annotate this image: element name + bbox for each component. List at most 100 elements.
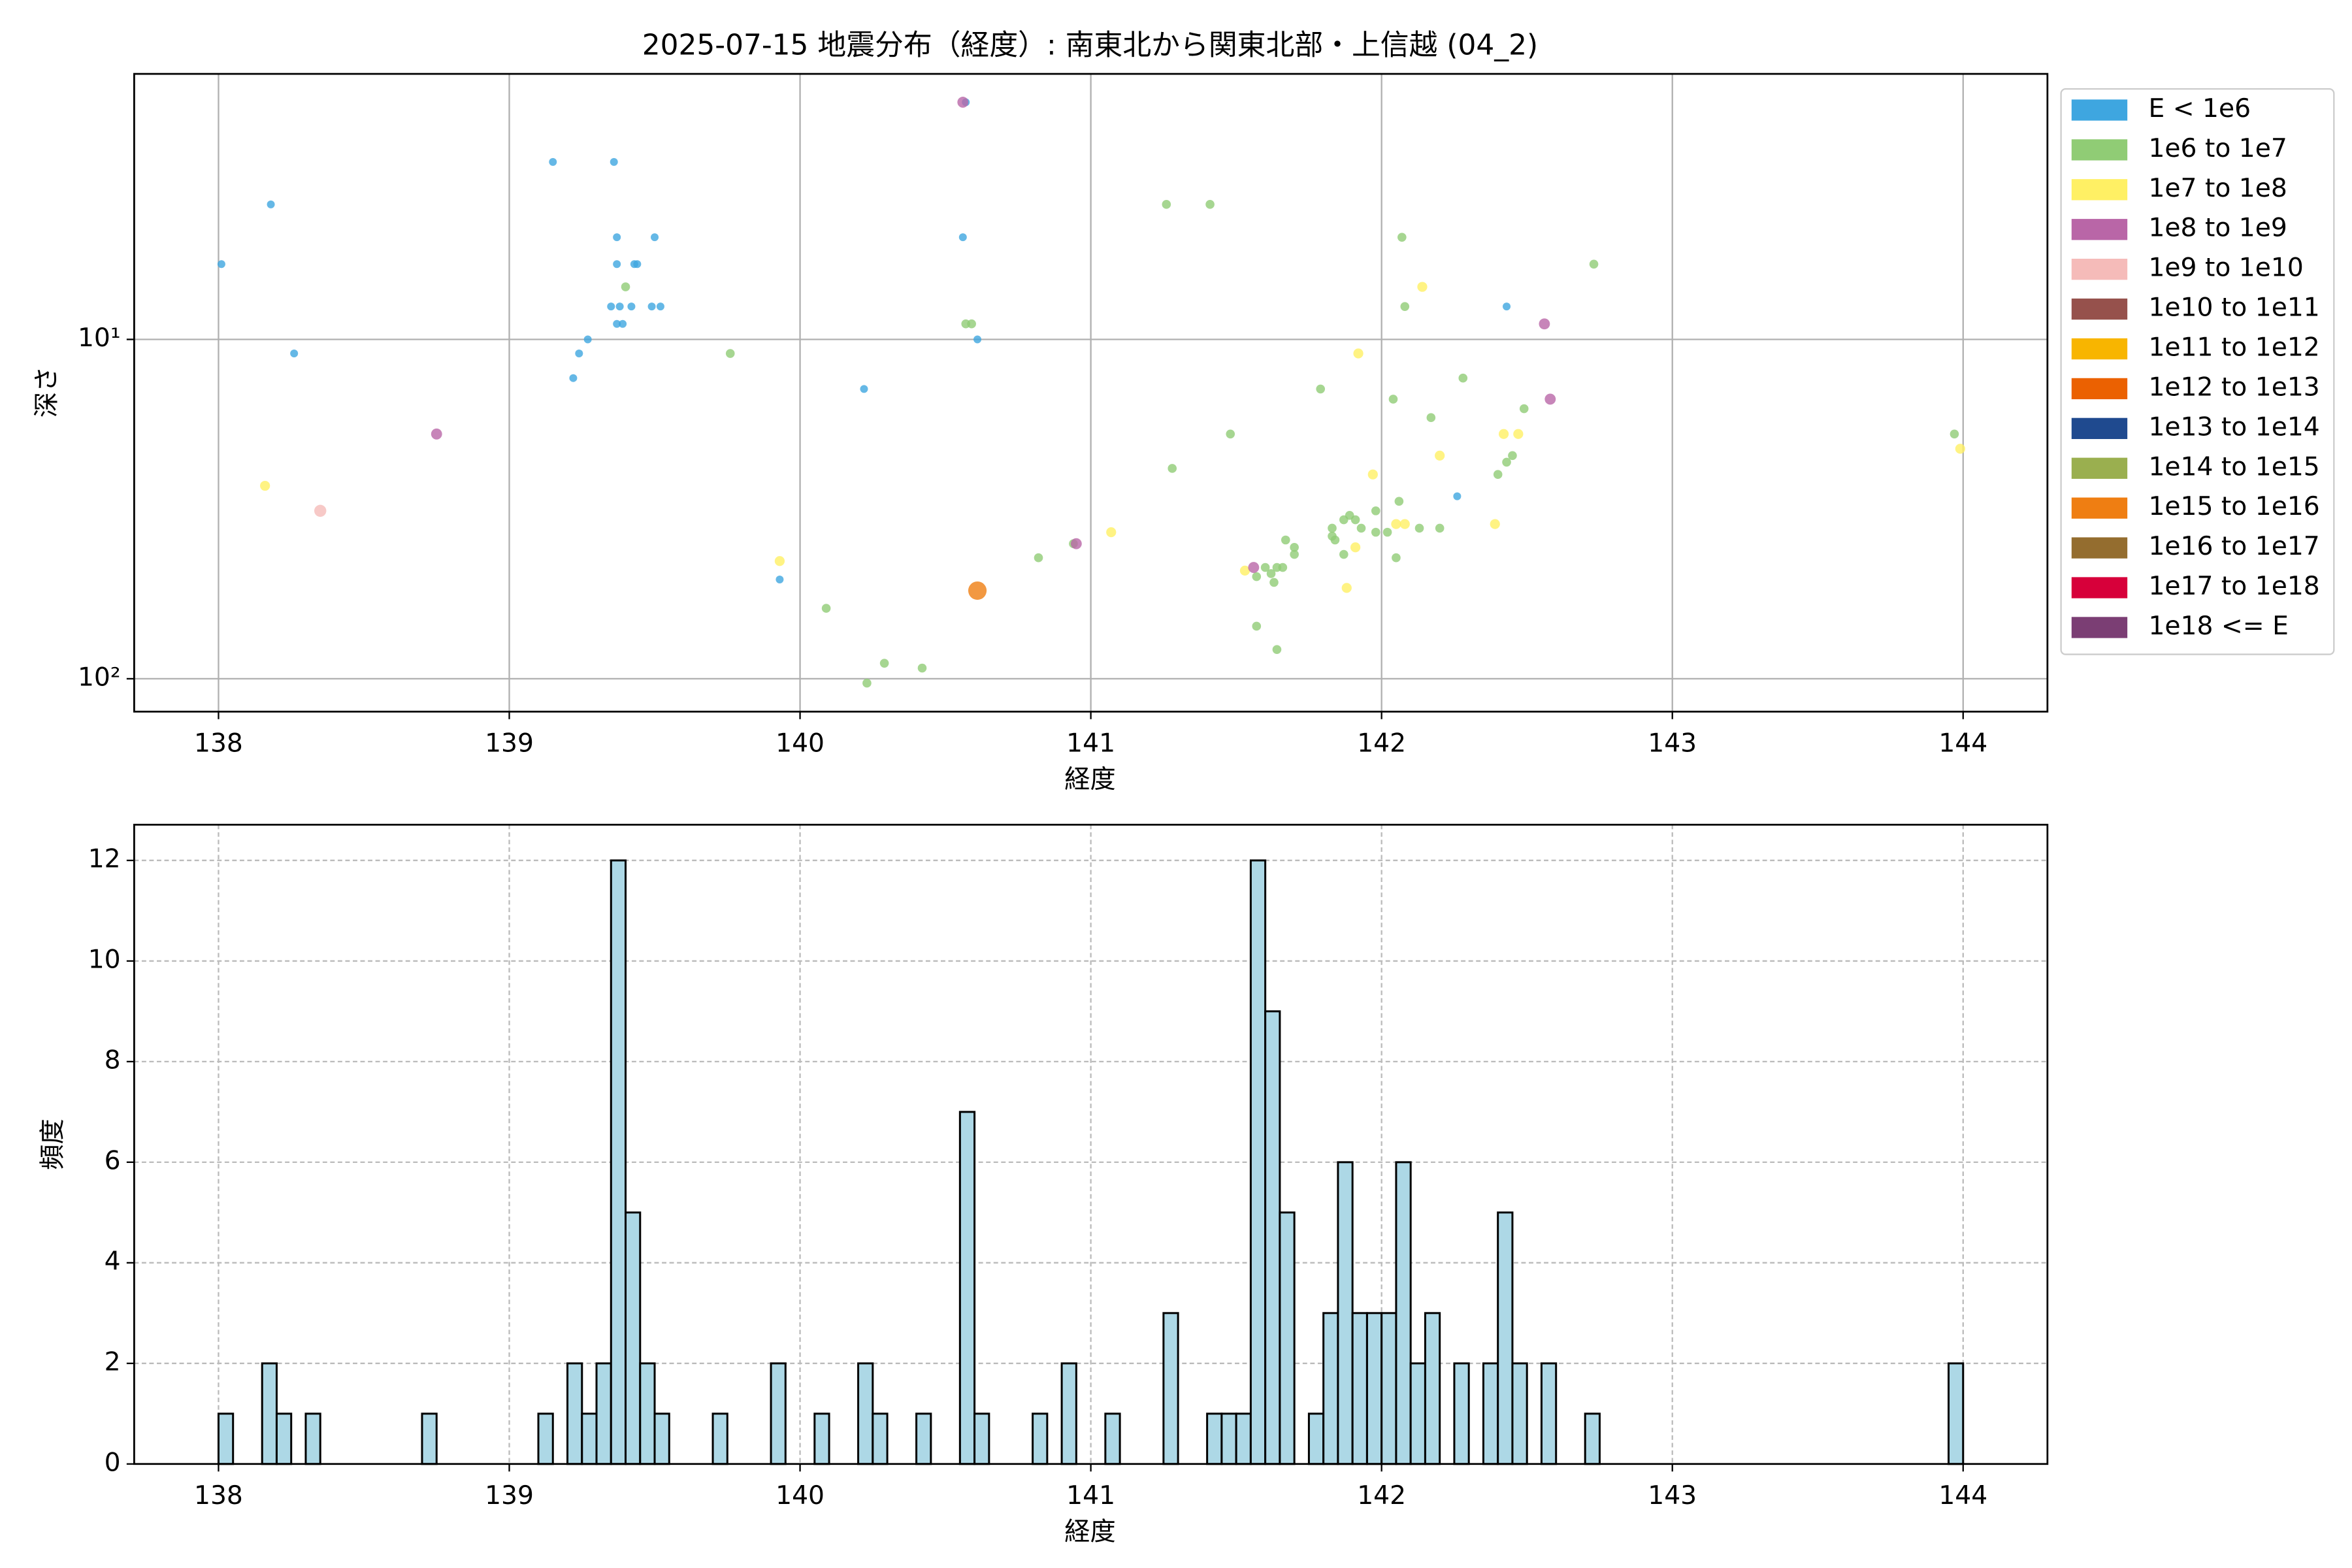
legend-label: 1e10 to 1e11 xyxy=(2148,293,2319,323)
point xyxy=(1252,621,1262,631)
legend-swatch xyxy=(2071,298,2128,320)
point xyxy=(583,335,592,344)
point xyxy=(1290,549,1299,559)
point xyxy=(1269,578,1279,587)
point xyxy=(776,576,784,584)
point xyxy=(967,319,976,329)
point xyxy=(1226,429,1235,439)
bar xyxy=(1206,1413,1223,1465)
point xyxy=(1453,492,1462,500)
legend-label: 1e13 to 1e14 xyxy=(2148,412,2319,442)
bar xyxy=(973,1413,990,1465)
point xyxy=(1162,200,1171,209)
point xyxy=(1168,464,1177,473)
point xyxy=(1371,506,1380,515)
y-axis-label: 頻度 xyxy=(39,1119,68,1169)
legend-swatch xyxy=(2071,537,2128,559)
bar xyxy=(566,1362,583,1465)
legend-label: 1e15 to 1e16 xyxy=(2148,492,2319,521)
point xyxy=(1458,373,1468,383)
point xyxy=(862,678,872,688)
point xyxy=(260,480,270,491)
bar xyxy=(1032,1413,1049,1465)
bar xyxy=(1409,1362,1426,1465)
point xyxy=(633,260,642,269)
legend-swatch xyxy=(2071,338,2128,360)
point xyxy=(621,282,630,291)
bar xyxy=(421,1413,438,1465)
bar xyxy=(1337,1161,1354,1465)
bar xyxy=(1584,1413,1601,1465)
bar xyxy=(1948,1362,1965,1465)
point xyxy=(1070,538,1082,549)
point xyxy=(613,319,621,328)
legend-label: 1e18 <= E xyxy=(2148,612,2288,641)
point xyxy=(1266,569,1276,578)
x-tick-label: 140 xyxy=(776,1481,825,1511)
legend-label: 1e9 to 1e10 xyxy=(2148,253,2303,283)
point xyxy=(1382,527,1392,537)
point xyxy=(1371,527,1380,537)
point xyxy=(1330,535,1340,545)
legend-label: 1e17 to 1e18 xyxy=(2148,572,2319,601)
point xyxy=(290,350,299,358)
x-tick-label: 143 xyxy=(1648,1481,1697,1511)
point xyxy=(1391,519,1401,529)
point xyxy=(619,319,627,328)
y-tick-label: 2 xyxy=(105,1347,121,1377)
point xyxy=(1350,542,1361,553)
bar xyxy=(653,1413,670,1465)
point xyxy=(1034,553,1043,563)
point xyxy=(656,302,664,311)
bar xyxy=(1380,1312,1397,1465)
point xyxy=(1426,413,1436,423)
point xyxy=(774,556,785,566)
point xyxy=(1367,469,1378,480)
point xyxy=(1503,302,1511,311)
point xyxy=(1339,549,1348,559)
bar xyxy=(1497,1211,1514,1465)
point xyxy=(575,350,583,358)
point xyxy=(973,335,982,344)
y-tick-label: 6 xyxy=(105,1146,121,1175)
point xyxy=(1539,318,1550,330)
x-tick-label: 139 xyxy=(485,729,534,759)
x-tick-label: 138 xyxy=(194,1481,243,1511)
bar xyxy=(1540,1362,1558,1465)
bar xyxy=(1264,1010,1281,1465)
bar xyxy=(1279,1211,1296,1465)
point xyxy=(958,233,967,242)
point xyxy=(1316,384,1326,394)
point xyxy=(607,302,615,311)
legend-swatch xyxy=(2071,139,2128,161)
point xyxy=(627,302,636,311)
point xyxy=(1252,572,1262,581)
point xyxy=(1106,527,1117,538)
y-tick-label: 0 xyxy=(105,1448,121,1477)
point xyxy=(1400,302,1410,311)
point xyxy=(613,233,621,242)
point xyxy=(1508,451,1517,461)
bar xyxy=(770,1362,787,1465)
chart-title: 2025-07-15 地震分布（経度）: 南東北から関東北部・上信越 (04_2… xyxy=(642,29,1538,62)
x-tick-label: 144 xyxy=(1938,1481,1987,1511)
bar xyxy=(1060,1362,1077,1465)
x-tick-label: 142 xyxy=(1357,1481,1406,1511)
point xyxy=(1281,535,1290,545)
legend-label: E < 1e6 xyxy=(2148,94,2251,123)
point xyxy=(1435,523,1445,533)
x-axis-label: 経度 xyxy=(1064,765,1115,794)
point xyxy=(1502,457,1511,467)
point xyxy=(1435,450,1445,461)
bar xyxy=(1235,1413,1252,1465)
bar xyxy=(813,1413,830,1465)
legend-swatch xyxy=(2071,259,2128,280)
legend-label: 1e6 to 1e7 xyxy=(2148,134,2287,163)
bar xyxy=(595,1362,612,1465)
point xyxy=(1513,429,1524,439)
point xyxy=(647,302,656,311)
point xyxy=(1248,562,1260,574)
x-tick-label: 141 xyxy=(1066,729,1115,759)
